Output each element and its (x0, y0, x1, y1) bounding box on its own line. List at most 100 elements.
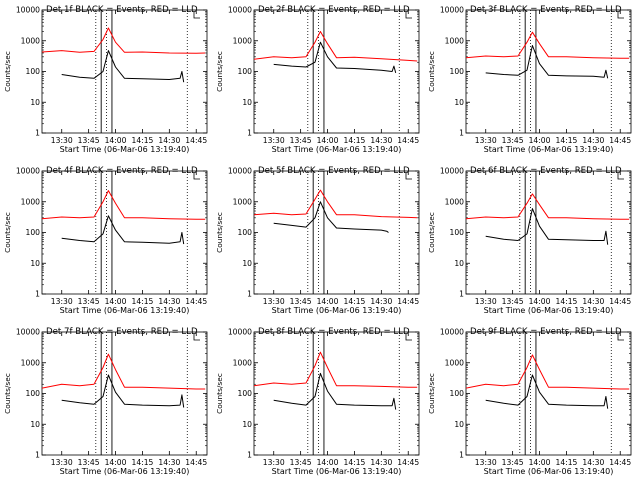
corner-marker (193, 173, 200, 180)
x-tick-label: 14:15 (555, 136, 577, 145)
y-tick-label: 100 (26, 67, 41, 76)
y-tick-label: 1 (247, 451, 252, 460)
x-tick-label: 13:30 (51, 297, 73, 306)
y-tick-label: 1 (459, 290, 464, 299)
x-axis-label: Start Time (06-Mar-06 13:19:40) (60, 145, 190, 154)
x-tick-label: 13:30 (263, 458, 285, 467)
det-panel-2: Det 2f BLACK = Events, RED = LLD11010010… (215, 5, 420, 154)
y-tick-label: 100 (238, 389, 253, 398)
x-tick-label: 14:15 (131, 297, 153, 306)
x-tick-label: 14:30 (158, 136, 180, 145)
x-tick-label: 14:15 (555, 458, 577, 467)
plot-frame (253, 331, 420, 456)
det-panel-7: Det 7f BLACK = Events, RED = LLD11010010… (3, 327, 208, 476)
corner-marker (193, 334, 200, 341)
y-axis-label: Counts/sec (3, 51, 12, 92)
y-tick-label: 1000 (21, 358, 40, 367)
x-tick-label: 14:45 (397, 297, 419, 306)
x-tick-label: 14:30 (370, 458, 392, 467)
x-tick-label: 14:45 (397, 458, 419, 467)
events-series-line (273, 372, 397, 410)
x-tick-label: 14:45 (609, 458, 631, 467)
x-axis-label: Start Time (06-Mar-06 13:19:40) (272, 145, 402, 154)
y-tick-label: 10 (454, 98, 464, 107)
det-panel-4: Det 4f BLACK = Events, RED = LLD11010010… (3, 166, 208, 315)
x-tick-label: 14:45 (397, 136, 419, 145)
events-series-line (485, 45, 609, 79)
y-tick-label: 1 (35, 451, 40, 460)
x-axis-label: Start Time (06-Mar-06 13:19:40) (272, 306, 402, 315)
events-series-line (61, 374, 185, 408)
y-tick-label: 10000 (228, 6, 252, 15)
events-series-line (485, 208, 609, 245)
x-tick-label: 14:00 (317, 458, 339, 467)
x-tick-label: 13:45 (78, 136, 100, 145)
x-axis-label: Start Time (06-Mar-06 13:19:40) (484, 306, 614, 315)
y-tick-label: 100 (26, 389, 41, 398)
y-tick-label: 1 (35, 129, 40, 138)
y-tick-label: 1000 (445, 197, 464, 206)
det-panel-6: Det 6f BLACK = Events, RED = LLD11010010… (427, 166, 632, 315)
x-tick-label: 13:30 (51, 136, 73, 145)
events-series-line (273, 201, 389, 233)
corner-marker (405, 12, 412, 19)
x-tick-label: 13:45 (290, 297, 312, 306)
y-axis-label: Counts/sec (3, 373, 12, 414)
x-tick-label: 14:00 (317, 297, 339, 306)
corner-marker (405, 173, 412, 180)
x-tick-label: 14:30 (370, 297, 392, 306)
y-tick-label: 10 (242, 259, 252, 268)
y-tick-label: 1 (459, 451, 464, 460)
y-tick-label: 10 (30, 420, 40, 429)
x-tick-label: 13:30 (263, 136, 285, 145)
y-tick-label: 10000 (228, 167, 252, 176)
corner-marker (617, 12, 624, 19)
lld-series-line (254, 189, 418, 219)
lld-series-line (466, 31, 630, 59)
y-tick-label: 10 (242, 420, 252, 429)
y-axis-label: Counts/sec (427, 373, 436, 414)
x-tick-label: 13:45 (78, 297, 100, 306)
y-tick-label: 100 (450, 67, 465, 76)
x-tick-label: 14:45 (609, 297, 631, 306)
x-tick-label: 14:15 (131, 458, 153, 467)
y-axis-label: Counts/sec (427, 51, 436, 92)
y-axis-label: Counts/sec (215, 51, 224, 92)
lld-series-line (42, 190, 206, 220)
events-series-line (485, 374, 609, 409)
y-axis-label: Counts/sec (3, 212, 12, 253)
y-tick-label: 1 (247, 290, 252, 299)
x-tick-label: 13:30 (263, 297, 285, 306)
x-tick-label: 14:00 (529, 297, 551, 306)
y-tick-label: 1000 (445, 358, 464, 367)
x-tick-label: 14:00 (529, 458, 551, 467)
events-series-line (61, 50, 185, 83)
y-tick-label: 10000 (440, 328, 464, 337)
y-tick-label: 1000 (233, 36, 252, 45)
det-panel-8: Det 8f BLACK = Events, RED = LLD11010010… (215, 327, 420, 476)
det-panel-1: Det 1f BLACK = Events, RED = LLD11010010… (3, 5, 208, 154)
x-tick-label: 13:45 (502, 458, 524, 467)
x-axis-label: Start Time (06-Mar-06 13:19:40) (484, 467, 614, 476)
x-tick-label: 14:30 (582, 297, 604, 306)
lld-series-line (254, 31, 418, 62)
y-tick-label: 1000 (233, 197, 252, 206)
x-tick-label: 13:45 (290, 136, 312, 145)
x-tick-label: 13:30 (475, 458, 497, 467)
y-tick-label: 100 (450, 228, 465, 237)
lld-series-line (466, 354, 630, 390)
y-tick-label: 10000 (228, 328, 252, 337)
y-tick-label: 10000 (440, 167, 464, 176)
x-tick-label: 13:30 (51, 458, 73, 467)
x-tick-label: 14:00 (105, 458, 127, 467)
x-tick-label: 14:00 (105, 297, 127, 306)
y-tick-label: 100 (238, 228, 253, 237)
corner-marker (617, 173, 624, 180)
y-tick-label: 100 (238, 67, 253, 76)
y-tick-label: 10 (30, 98, 40, 107)
corner-marker (617, 334, 624, 341)
x-tick-label: 14:45 (185, 136, 207, 145)
y-tick-label: 1000 (21, 36, 40, 45)
x-tick-label: 14:30 (582, 136, 604, 145)
x-tick-label: 13:30 (475, 297, 497, 306)
